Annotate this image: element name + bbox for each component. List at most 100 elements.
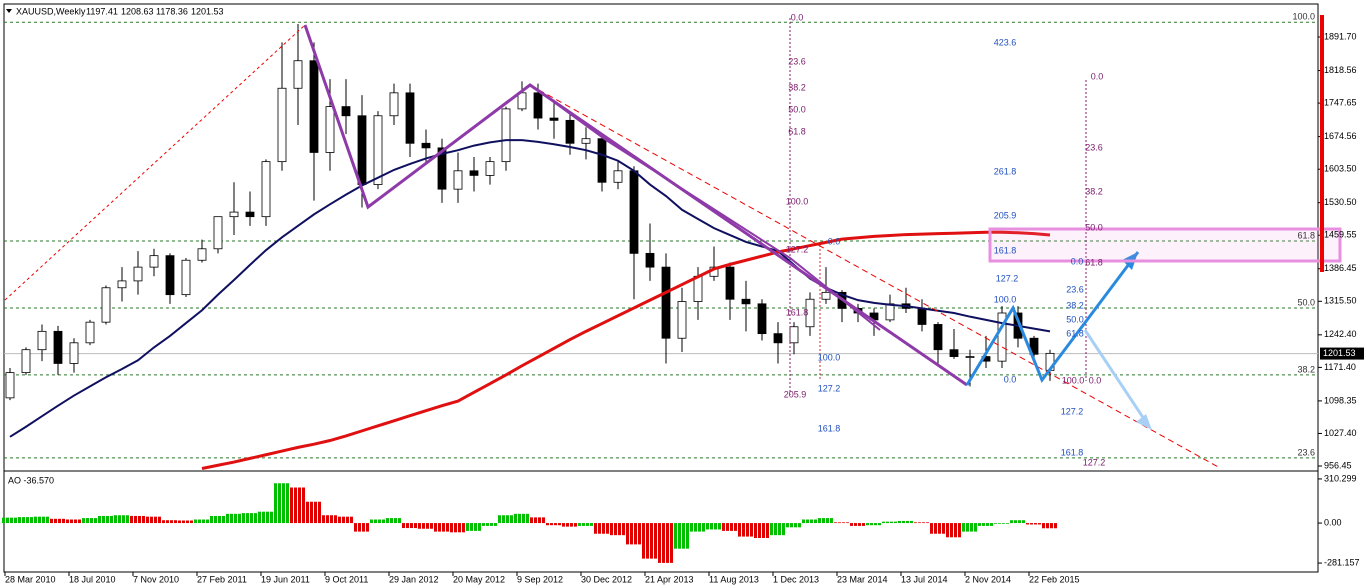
candle-body bbox=[629, 170, 639, 254]
fib-label: 38.2 bbox=[1066, 300, 1084, 310]
ao-bar bbox=[450, 523, 453, 533]
ao-bar bbox=[942, 523, 945, 534]
ao-bar bbox=[902, 520, 905, 524]
candle-body bbox=[101, 287, 111, 323]
fib-label: 205.9 bbox=[784, 389, 807, 399]
x-tick-label: 23 Mar 2014 bbox=[837, 574, 888, 584]
ao-bar bbox=[750, 523, 753, 537]
candle-body bbox=[965, 356, 975, 358]
ao-bar bbox=[730, 523, 733, 531]
candle-body bbox=[949, 349, 959, 357]
y-tick-label: 1098.35 bbox=[1324, 395, 1357, 405]
ao-bar bbox=[690, 523, 693, 532]
ao-bar bbox=[982, 523, 985, 526]
ao-bar bbox=[46, 516, 49, 524]
fib-label: 127.2 bbox=[1061, 406, 1084, 416]
price-box-label: 1201.53 bbox=[1323, 348, 1356, 358]
candle-body bbox=[933, 324, 943, 351]
x-tick-label: 22 Feb 2015 bbox=[1029, 574, 1080, 584]
y-tick-label: 1315.50 bbox=[1324, 296, 1357, 306]
ao-bar bbox=[534, 517, 537, 524]
ao-bar bbox=[1046, 523, 1049, 529]
fib-label: 261.8 bbox=[994, 166, 1017, 176]
candle-body bbox=[773, 333, 783, 344]
ao-bar bbox=[678, 523, 681, 549]
fib-label: 50.0 bbox=[788, 104, 806, 114]
ao-bar bbox=[302, 487, 305, 524]
ao-bar bbox=[866, 523, 869, 526]
ao-bar bbox=[130, 515, 133, 524]
ao-bar bbox=[294, 487, 297, 524]
x-tick-label: 18 Jul 2010 bbox=[69, 574, 116, 584]
ao-bar bbox=[746, 523, 749, 537]
ao-bar bbox=[482, 523, 485, 526]
trend-line bbox=[4, 24, 306, 301]
fib-label: 161.8 bbox=[818, 423, 841, 433]
ao-bar bbox=[98, 515, 101, 524]
fib-label: 100.0 bbox=[1062, 375, 1085, 385]
indicator-title: AO -36.570 bbox=[8, 475, 54, 485]
ao-bar bbox=[382, 519, 385, 524]
candle-body bbox=[69, 342, 79, 364]
ao-bar bbox=[854, 523, 857, 526]
ao-bar bbox=[734, 523, 737, 531]
ao-bar bbox=[262, 511, 265, 524]
candle-body bbox=[485, 161, 495, 176]
ao-bar bbox=[322, 515, 325, 524]
main-layer bbox=[2, 24, 1057, 563]
ao-bar bbox=[134, 515, 137, 524]
fib-label: 161.8 bbox=[786, 307, 809, 317]
ao-bar bbox=[526, 513, 529, 524]
ao-bar bbox=[686, 523, 689, 549]
x-tick-label: 27 Feb 2011 bbox=[197, 574, 247, 584]
candle-body bbox=[181, 259, 191, 296]
candle-body bbox=[581, 138, 591, 144]
ao-bar bbox=[946, 523, 949, 538]
ao-bar bbox=[338, 516, 341, 524]
ao-bar bbox=[38, 516, 41, 524]
moving-average bbox=[9, 139, 1051, 438]
x-tick-label: 1 Dec 2013 bbox=[773, 574, 819, 584]
ao-bar bbox=[354, 523, 357, 532]
ao-bar bbox=[142, 515, 145, 524]
ao-bar bbox=[870, 523, 873, 526]
fib-label: 161.8 bbox=[994, 245, 1017, 255]
candle-body bbox=[85, 321, 95, 344]
ao-bar bbox=[90, 518, 93, 524]
ao-bar bbox=[86, 518, 89, 524]
ao-bar bbox=[462, 523, 465, 533]
ao-bar bbox=[850, 523, 853, 526]
y-tick-label: 310.299 bbox=[1324, 473, 1357, 483]
candle-body bbox=[437, 147, 447, 190]
candle-body bbox=[149, 255, 159, 268]
x-tick-label: 7 Nov 2010 bbox=[133, 574, 179, 584]
y-tick-label: 1459.55 bbox=[1324, 230, 1357, 240]
ao-bar bbox=[422, 523, 425, 529]
trend-line bbox=[529, 84, 1221, 469]
plot-frame bbox=[3, 3, 1319, 573]
ao-bar bbox=[150, 516, 153, 524]
ao-bar bbox=[702, 523, 705, 532]
ao-bar bbox=[466, 523, 469, 531]
ao-bar bbox=[670, 523, 673, 563]
ao-bar bbox=[310, 501, 313, 524]
ao-bar bbox=[434, 523, 437, 532]
y-tick-label: 1027.40 bbox=[1324, 428, 1357, 438]
ao-bar bbox=[194, 519, 197, 524]
y-tick-label: 1674.56 bbox=[1324, 131, 1357, 141]
fib-label: 127.2 bbox=[818, 383, 841, 393]
arrow-head bbox=[1136, 414, 1152, 430]
fib-label: 161.8 bbox=[1061, 447, 1084, 457]
x-tick-label: 2 Nov 2014 bbox=[965, 574, 1011, 584]
ao-bar bbox=[10, 517, 13, 524]
ao-bar bbox=[166, 520, 169, 524]
symbol: XAUUSD,Weekly bbox=[16, 6, 86, 16]
ao-bar bbox=[470, 523, 473, 531]
fib-label: 61.8 bbox=[788, 126, 806, 136]
ao-bar bbox=[794, 523, 797, 528]
x-tick-label: 28 Mar 2010 bbox=[5, 574, 56, 584]
ao-bar bbox=[62, 518, 65, 524]
ao-bar bbox=[698, 523, 701, 532]
pattern-line bbox=[539, 91, 881, 331]
